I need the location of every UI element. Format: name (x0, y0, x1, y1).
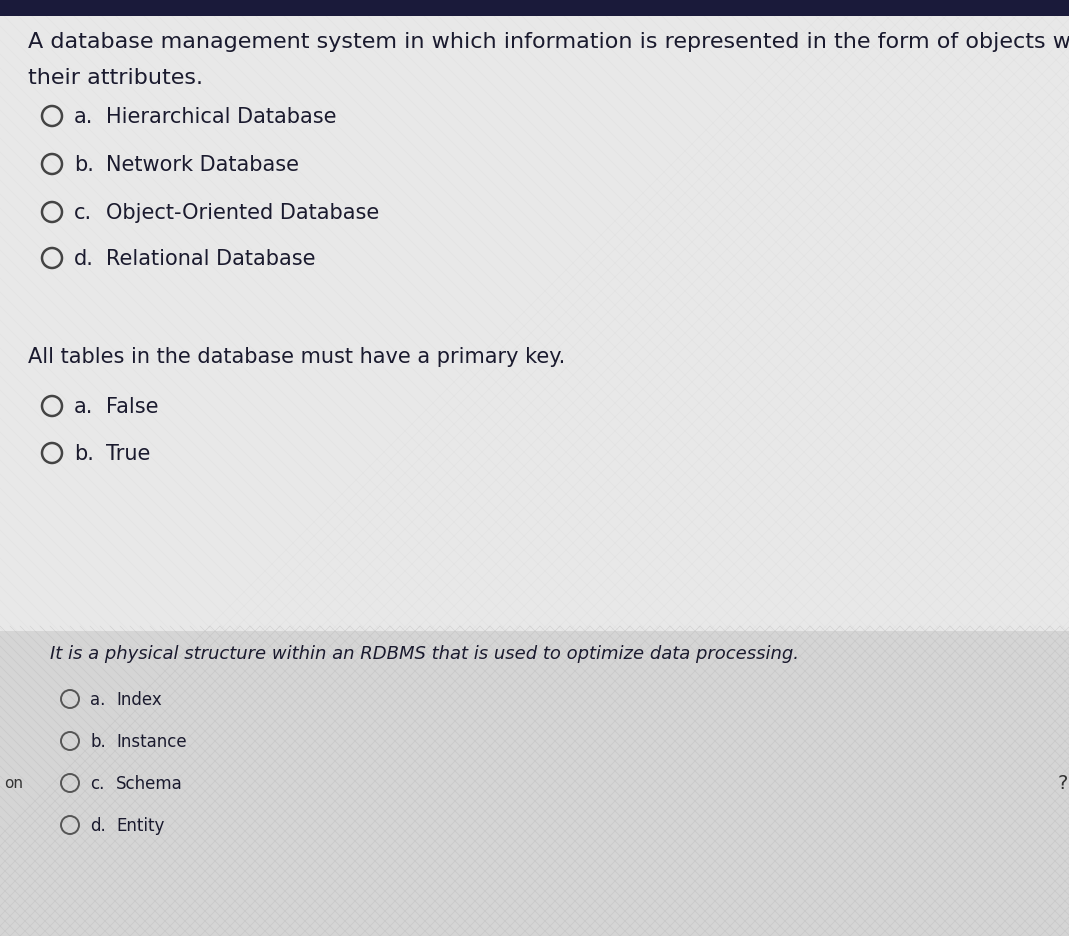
Text: d.: d. (74, 249, 94, 269)
FancyBboxPatch shape (0, 631, 1069, 936)
Text: ?: ? (1058, 774, 1068, 793)
Text: It is a physical structure within an RDBMS that is used to optimize data process: It is a physical structure within an RDB… (50, 644, 799, 663)
Text: Index: Index (117, 690, 161, 709)
Text: Relational Database: Relational Database (106, 249, 315, 269)
Text: c.: c. (74, 203, 92, 223)
Text: a.: a. (90, 690, 106, 709)
Text: a.: a. (74, 107, 93, 127)
Text: A database management system in which information is represented in the form of : A database management system in which in… (28, 32, 1069, 51)
Text: Entity: Entity (117, 816, 165, 834)
Text: Instance: Instance (117, 732, 187, 750)
Text: b.: b. (90, 732, 106, 750)
Text: Hierarchical Database: Hierarchical Database (106, 107, 337, 127)
Text: a.: a. (74, 397, 93, 417)
FancyBboxPatch shape (0, 0, 1069, 17)
Text: c.: c. (90, 774, 105, 792)
Text: Schema: Schema (117, 774, 183, 792)
Text: on: on (4, 776, 24, 791)
Text: b.: b. (74, 444, 94, 463)
Text: their attributes.: their attributes. (28, 68, 203, 88)
Text: Network Database: Network Database (106, 154, 299, 175)
Text: d.: d. (90, 816, 106, 834)
Text: False: False (106, 397, 158, 417)
Text: All tables in the database must have a primary key.: All tables in the database must have a p… (28, 346, 566, 367)
Text: b.: b. (74, 154, 94, 175)
Text: Object-Oriented Database: Object-Oriented Database (106, 203, 379, 223)
Text: True: True (106, 444, 151, 463)
